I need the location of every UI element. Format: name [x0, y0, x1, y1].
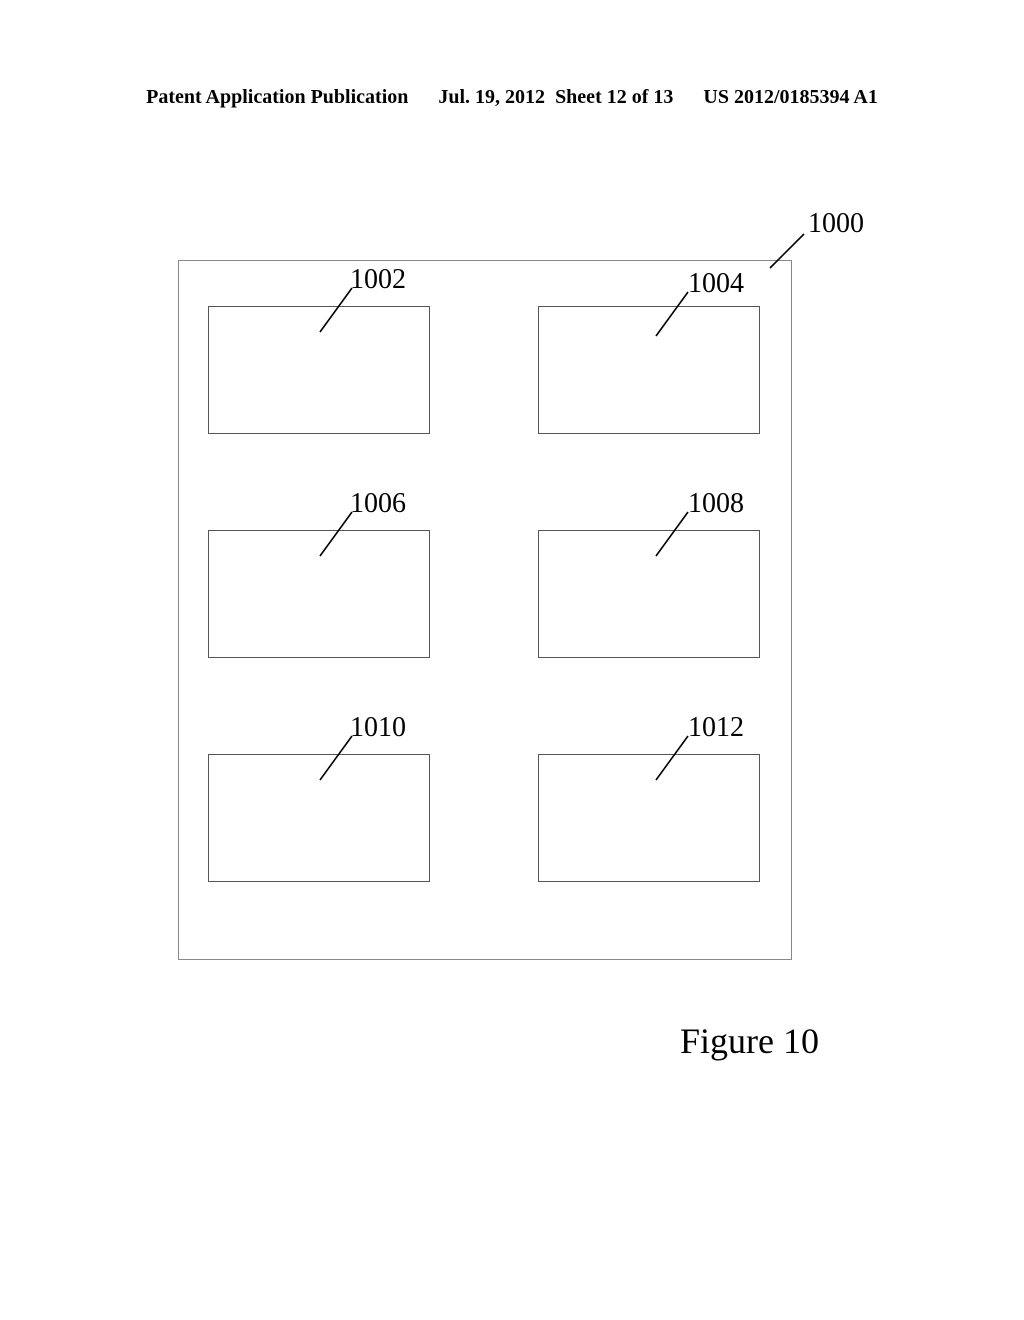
figure-caption: Figure 10 [680, 1020, 819, 1062]
ref-label-1008: 1008 [688, 490, 744, 518]
ref-label-1002: 1002 [350, 266, 406, 294]
ref-label-1000: 1000 [808, 210, 864, 238]
ref-label-1010: 1010 [350, 714, 406, 742]
patent-page: Patent Application Publication Jul. 19, … [0, 0, 1024, 1320]
box-1002 [208, 306, 430, 434]
ref-label-1004: 1004 [688, 270, 744, 298]
box-1010 [208, 754, 430, 882]
ref-label-1006: 1006 [350, 490, 406, 518]
box-1012 [538, 754, 760, 882]
box-1004 [538, 306, 760, 434]
figure-diagram: 1000 1002 1004 1006 1008 1010 [0, 0, 1024, 1320]
ref-label-1012: 1012 [688, 714, 744, 742]
box-1006 [208, 530, 430, 658]
box-1008 [538, 530, 760, 658]
